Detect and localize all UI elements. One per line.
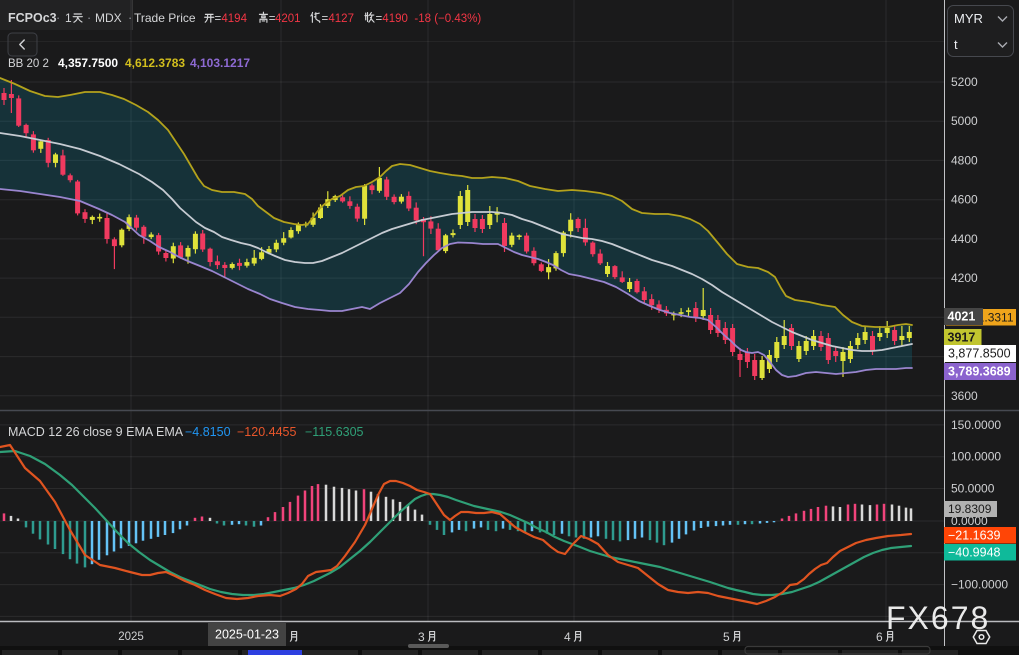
svg-text:100.0000: 100.0000 xyxy=(951,450,1001,464)
svg-text:4,103.1217: 4,103.1217 xyxy=(190,56,250,70)
svg-text:4021: 4021 xyxy=(948,310,976,324)
svg-text:4194: 4194 xyxy=(221,13,247,25)
svg-text:4127: 4127 xyxy=(328,13,354,25)
svg-text:−100.0000: −100.0000 xyxy=(951,578,1008,592)
svg-text:150.0000: 150.0000 xyxy=(951,418,1001,432)
svg-text:·: · xyxy=(128,11,132,25)
svg-text:4: 4 xyxy=(564,630,571,644)
svg-text:4800: 4800 xyxy=(951,153,978,167)
svg-text:t: t xyxy=(954,37,958,52)
svg-text:MACD 12 26 close 9 EMA EMA: MACD 12 26 close 9 EMA EMA xyxy=(8,425,184,439)
svg-text:2025-01-23: 2025-01-23 xyxy=(215,628,279,642)
svg-text:−4.8150: −4.8150 xyxy=(185,425,231,439)
svg-text:−115.6305: −115.6305 xyxy=(305,425,364,439)
svg-text:5: 5 xyxy=(723,630,730,644)
svg-text:4600: 4600 xyxy=(951,193,978,207)
svg-text:3917: 3917 xyxy=(948,331,976,345)
svg-text:MDX: MDX xyxy=(95,11,122,25)
svg-text:−40.9948: −40.9948 xyxy=(948,545,1001,559)
svg-text:4,612.3783: 4,612.3783 xyxy=(125,56,185,70)
svg-text:−120.4455: −120.4455 xyxy=(237,425,296,439)
svg-text:=: = xyxy=(376,13,383,25)
svg-text:-18 (−0.43%): -18 (−0.43%) xyxy=(414,13,481,25)
svg-text:2025: 2025 xyxy=(118,631,144,643)
svg-text:4200: 4200 xyxy=(951,271,978,285)
svg-text:FX678: FX678 xyxy=(886,600,990,636)
svg-text:5200: 5200 xyxy=(951,75,978,89)
svg-text:5000: 5000 xyxy=(951,114,978,128)
svg-text:4,357.7500: 4,357.7500 xyxy=(58,56,118,70)
svg-text:·: · xyxy=(56,11,60,25)
svg-text:4400: 4400 xyxy=(951,232,978,246)
svg-text:4190: 4190 xyxy=(382,13,408,25)
svg-text:3,789.3689: 3,789.3689 xyxy=(948,365,1011,379)
svg-text:=: = xyxy=(215,13,222,25)
svg-text:4201: 4201 xyxy=(275,13,301,25)
svg-text:Trade Price: Trade Price xyxy=(134,11,196,25)
svg-text:−21.1639: −21.1639 xyxy=(948,528,1001,542)
svg-text:0.0000: 0.0000 xyxy=(951,514,988,528)
svg-text:MYR: MYR xyxy=(954,11,983,26)
svg-text:3,877.8500: 3,877.8500 xyxy=(948,347,1011,361)
svg-text:3: 3 xyxy=(418,630,425,644)
svg-text:FCPOc3: FCPOc3 xyxy=(8,11,57,25)
svg-text:19.8309: 19.8309 xyxy=(948,502,992,516)
svg-text:6: 6 xyxy=(876,630,883,644)
svg-text:50.0000: 50.0000 xyxy=(951,482,995,496)
svg-text:1: 1 xyxy=(65,11,72,25)
svg-text:=: = xyxy=(269,13,276,25)
svg-text:=: = xyxy=(322,13,329,25)
svg-text:BB 20 2: BB 20 2 xyxy=(8,58,49,70)
svg-text:·: · xyxy=(87,11,91,25)
svg-text:3600: 3600 xyxy=(951,389,978,403)
